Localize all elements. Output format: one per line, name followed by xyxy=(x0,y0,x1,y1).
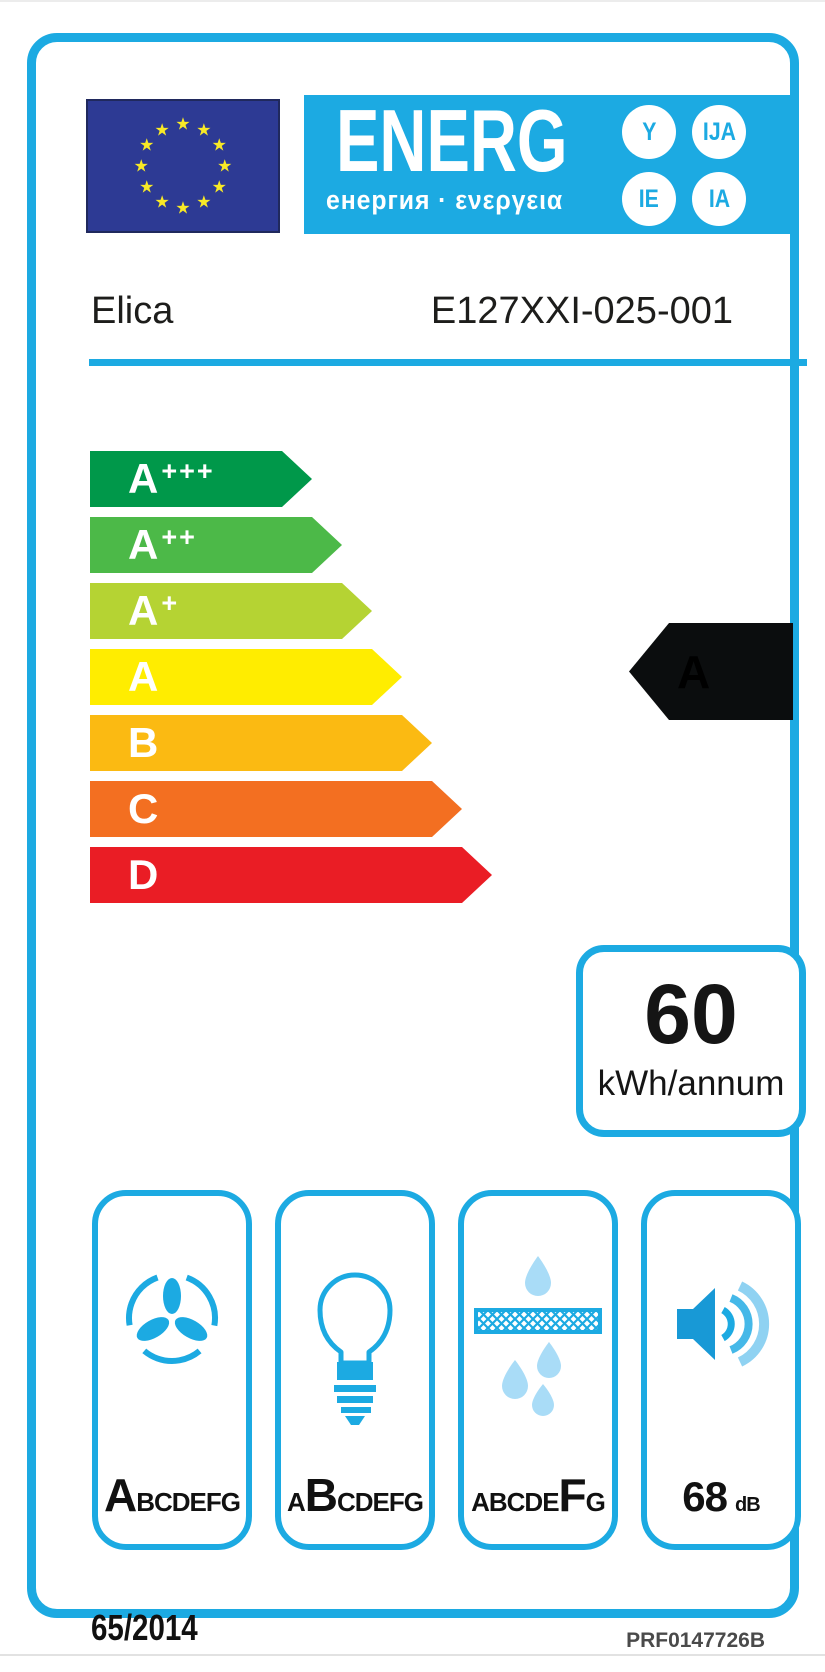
rating-class-letter: D xyxy=(128,851,159,898)
noise-reading: 68 dB xyxy=(647,1476,795,1518)
rating-class-suffix: ++ xyxy=(161,521,197,552)
header-divider xyxy=(89,359,807,366)
rating-class-letter: C xyxy=(128,785,159,832)
energy-unit: kWh/annum xyxy=(597,1064,785,1103)
rating-class-letter: A xyxy=(128,521,159,568)
noise-unit: dB xyxy=(735,1494,761,1516)
document-reference: PRF0147726B xyxy=(626,1629,765,1652)
grade-prefix: A xyxy=(286,1487,306,1517)
grade-suffix: CDEFG xyxy=(337,1487,424,1517)
badge-text: IE xyxy=(638,184,660,213)
speaker-icon xyxy=(677,1281,770,1367)
eu-star-icon: ★ xyxy=(196,192,212,212)
rating-row-c: C xyxy=(90,781,462,837)
page-bottom-edge xyxy=(0,1654,825,1656)
eu-star-icon: ★ xyxy=(154,120,170,140)
rating-class-suffix: + xyxy=(161,587,180,618)
eu-star-icon: ★ xyxy=(175,114,191,134)
eu-star-icon: ★ xyxy=(211,135,227,155)
rating-class-letter: B xyxy=(128,719,159,766)
regulation-number: 65/2014 xyxy=(91,1607,198,1648)
grease-filtering-box: ABCDEFG xyxy=(458,1190,618,1550)
energy-value: 60 xyxy=(644,967,738,1061)
eu-star-icon: ★ xyxy=(211,177,227,197)
grease-filter-icon xyxy=(474,1256,602,1416)
eu-star-icon: ★ xyxy=(196,120,212,140)
eu-star-icon: ★ xyxy=(217,156,233,176)
eu-star-icon: ★ xyxy=(175,198,191,218)
rating-row-d: D xyxy=(90,847,492,903)
eu-star-icon: ★ xyxy=(154,192,170,212)
brand-name: Elica xyxy=(91,290,174,332)
energ-header-band: ENERG енергия · ενεργεια Y IJA IE IA xyxy=(304,95,791,234)
page-top-edge xyxy=(0,0,825,2)
grade-suffix: G xyxy=(585,1487,606,1517)
lighting-grade-scale: ABCDEFG xyxy=(281,1472,429,1518)
eu-star-icon: ★ xyxy=(139,135,155,155)
fan-grade-scale: ABCDEFG xyxy=(98,1472,246,1518)
fan-efficiency-box: ABCDEFG xyxy=(92,1190,252,1550)
fan-icon xyxy=(126,1272,218,1364)
language-badge-y: Y xyxy=(622,105,676,159)
rating-row-a-plus: A + xyxy=(90,583,372,639)
annual-energy-box: 60 kWh/annum xyxy=(576,945,806,1137)
language-badge-ia: IA xyxy=(692,172,746,226)
noise-level-box: 68 dB xyxy=(641,1190,801,1550)
lightbulb-icon xyxy=(317,1272,393,1425)
badge-text: Y xyxy=(641,117,657,146)
selected-class-arrow: A xyxy=(629,623,793,720)
rating-row-a: A xyxy=(90,649,402,705)
energy-label-frame: ★ ★ ★ ★ ★ ★ ★ ★ ★ ★ ★ ★ ENERG енергия · ενεργεια Y … xyxy=(27,33,807,1646)
rating-class-letter: A xyxy=(128,455,159,502)
grease-grade-scale: ABCDEFG xyxy=(464,1472,612,1518)
badge-text: IA xyxy=(708,184,730,213)
badge-text: IJA xyxy=(702,117,736,146)
grade-prefix: ABCDE xyxy=(471,1487,559,1517)
rating-class-suffix: +++ xyxy=(161,455,215,486)
lighting-efficiency-box: ABCDEFG xyxy=(275,1190,435,1550)
rating-class-letter: A xyxy=(128,587,159,634)
grade-suffix: BCDEFG xyxy=(136,1487,241,1517)
rating-row-a-plus-2: A ++ xyxy=(90,517,342,573)
grade-letter: B xyxy=(304,1469,338,1521)
noise-value: 68 xyxy=(682,1473,728,1520)
language-badge-ie: IE xyxy=(622,172,676,226)
eu-star-icon: ★ xyxy=(139,177,155,197)
energ-subtitle: енергия · ενεργεια xyxy=(326,185,564,215)
rating-row-b: B xyxy=(90,715,432,771)
grade-letter: F xyxy=(558,1469,587,1521)
rating-class-letter: A xyxy=(128,653,159,700)
eu-star-icon: ★ xyxy=(133,156,149,176)
language-badge-ija: IJA xyxy=(692,105,746,159)
selected-class-letter: A xyxy=(677,645,711,698)
model-number: E127XXI-025-001 xyxy=(430,290,733,332)
eu-flag: ★ ★ ★ ★ ★ ★ ★ ★ ★ ★ ★ ★ xyxy=(86,99,280,233)
grade-letter: A xyxy=(103,1469,137,1521)
energ-title: ENERG xyxy=(336,91,568,190)
rating-row-a-plus-3: A +++ xyxy=(90,451,312,507)
